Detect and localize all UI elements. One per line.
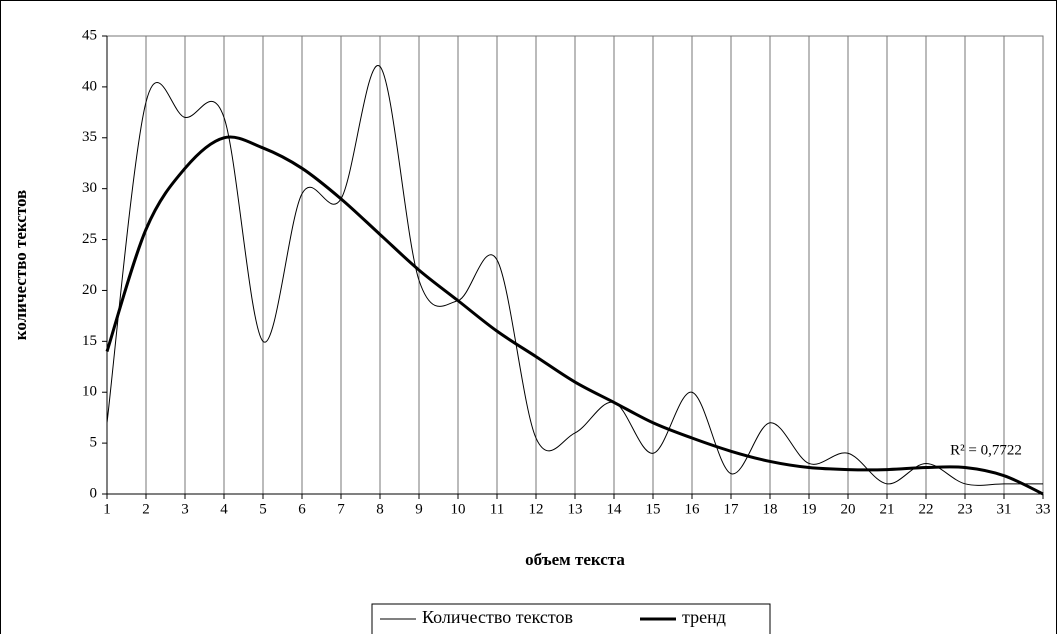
x-tick-label: 5 <box>259 501 267 517</box>
x-tick-label: 16 <box>685 501 701 517</box>
x-tick-label: 7 <box>337 501 345 517</box>
y-tick-label: 45 <box>82 27 97 43</box>
x-tick-label: 3 <box>181 501 189 517</box>
y-tick-label: 30 <box>82 180 97 196</box>
x-tick-label: 6 <box>298 501 306 517</box>
x-tick-label: 14 <box>607 501 623 517</box>
y-tick-label: 5 <box>90 435 98 451</box>
y-tick-label: 20 <box>82 282 97 298</box>
y-tick-label: 15 <box>82 333 97 349</box>
x-tick-label: 12 <box>529 501 544 517</box>
x-axis-label: объем текста <box>525 550 625 569</box>
x-tick-label: 4 <box>220 501 228 517</box>
y-tick-label: 25 <box>82 231 97 247</box>
x-tick-label: 21 <box>880 501 895 517</box>
y-axis-label: количество текстов <box>11 190 30 340</box>
x-tick-label: 15 <box>646 501 661 517</box>
y-tick-label: 0 <box>90 485 98 501</box>
y-tick-label: 35 <box>82 129 97 145</box>
legend-label: Количество текстов <box>422 607 573 627</box>
x-tick-label: 17 <box>724 501 740 517</box>
x-tick-label: 31 <box>997 501 1012 517</box>
line-series <box>106 65 1043 486</box>
x-tick-label: 22 <box>919 501 934 517</box>
legend-label: тренд <box>682 607 726 627</box>
annotation: R² = 0,7722 <box>950 442 1022 458</box>
y-tick-label: 40 <box>82 78 97 94</box>
x-tick-label: 19 <box>802 501 817 517</box>
line-series <box>105 135 1044 496</box>
x-tick-label: 11 <box>490 501 504 517</box>
y-tick-label: 10 <box>82 384 97 400</box>
x-tick-label: 23 <box>958 501 973 517</box>
x-tick-label: 9 <box>415 501 423 517</box>
legend-box <box>371 603 771 634</box>
x-tick-label: 33 <box>1036 501 1051 517</box>
x-tick-label: 8 <box>376 501 384 517</box>
x-tick-label: 18 <box>763 501 778 517</box>
x-tick-label: 10 <box>451 501 466 517</box>
x-tick-label: 1 <box>103 501 111 517</box>
x-tick-label: 2 <box>142 501 150 517</box>
x-tick-label: 13 <box>568 501 583 517</box>
x-tick-label: 20 <box>841 501 856 517</box>
